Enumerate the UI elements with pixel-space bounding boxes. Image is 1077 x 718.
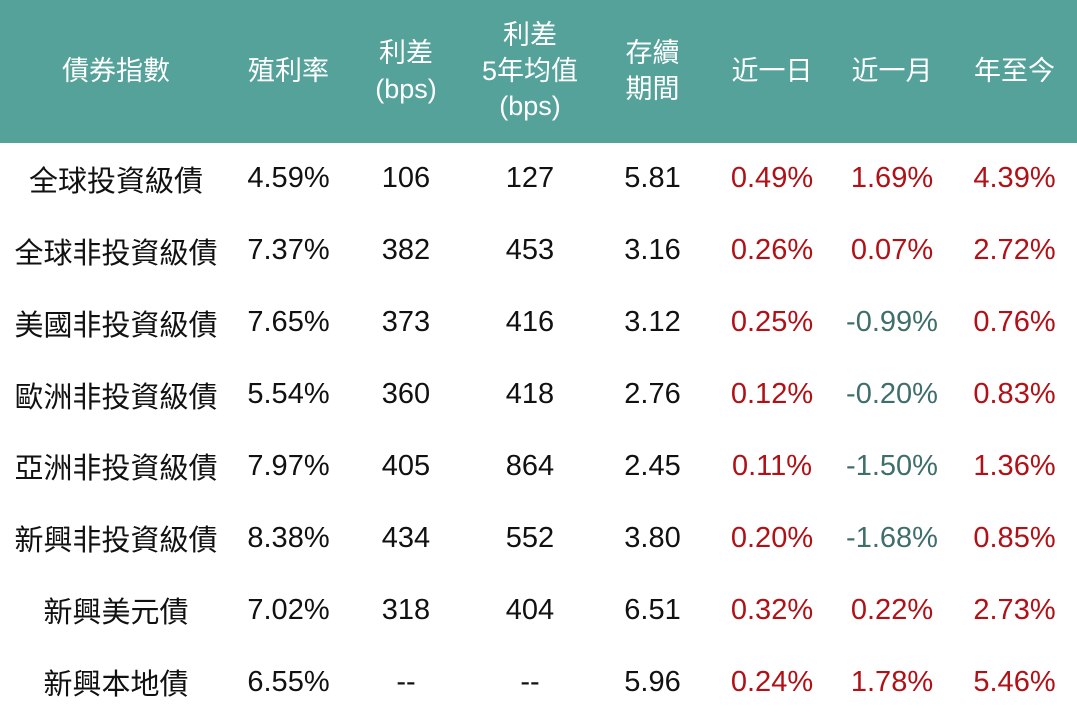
cell-spread: 318 <box>381 593 431 626</box>
cell-spread: 360 <box>381 378 431 411</box>
cell-index-name: 美國非投資級債 <box>14 309 218 342</box>
table-row: 亞洲非投資級債 7.97% 405 864 2.45 0.11% -1.50% … <box>0 431 1077 503</box>
cell-change-1m: 0.22% <box>850 593 934 626</box>
cell-spread-5y-avg: 864 <box>505 449 555 482</box>
cell-duration: 3.12 <box>624 306 681 339</box>
col-header-spread-5y-avg: 利差 5年均值 (bps) <box>467 0 593 143</box>
cell-change-1d: 0.20% <box>730 521 814 554</box>
cell-change-1m: 1.78% <box>850 665 934 698</box>
cell-change-1m: -0.20% <box>846 378 938 411</box>
cell-yield: 5.54% <box>247 378 330 411</box>
col-header-1-day: 近一日 <box>712 0 832 143</box>
cell-yield: 7.65% <box>247 306 330 339</box>
cell-change-ytd: 0.85% <box>973 521 1056 554</box>
col-header-duration: 存續 期間 <box>593 0 712 143</box>
cell-spread: 373 <box>381 306 431 339</box>
cell-change-ytd: 0.83% <box>973 378 1056 411</box>
cell-change-1d: 0.24% <box>730 665 814 698</box>
cell-spread: -- <box>396 665 416 698</box>
cell-spread: 106 <box>381 162 431 195</box>
table-body: 全球投資級債 4.59% 106 127 5.81 0.49% 1.69% 4.… <box>0 143 1077 718</box>
cell-index-name: 全球非投資級債 <box>14 237 218 270</box>
cell-spread-5y-avg: 416 <box>505 306 555 339</box>
cell-spread: 434 <box>381 521 431 554</box>
cell-change-1m: 0.07% <box>850 234 934 267</box>
table-row: 全球非投資級債 7.37% 382 453 3.16 0.26% 0.07% 2… <box>0 215 1077 287</box>
cell-yield: 7.97% <box>247 449 330 482</box>
cell-spread-5y-avg: 453 <box>505 234 555 267</box>
cell-change-ytd: 4.39% <box>973 162 1056 195</box>
cell-change-ytd: 5.46% <box>973 665 1056 698</box>
cell-change-1d: 0.11% <box>731 449 813 482</box>
col-header-ytd: 年至今 <box>952 0 1077 143</box>
header-row: 債券指數 殖利率 利差 (bps) 利差 5年均值 (bps) 存續 期間 近一… <box>0 0 1077 143</box>
cell-index-name: 亞洲非投資級債 <box>14 453 218 486</box>
cell-yield: 6.55% <box>247 665 330 698</box>
cell-change-ytd: 0.76% <box>973 306 1056 339</box>
cell-duration: 5.81 <box>624 162 681 195</box>
cell-duration: 2.45 <box>624 449 681 482</box>
cell-yield: 4.59% <box>247 162 330 195</box>
table-row: 新興本地債 6.55% -- -- 5.96 0.24% 1.78% 5.46% <box>0 646 1077 718</box>
cell-index-name: 新興非投資級債 <box>14 525 218 558</box>
cell-index-name: 歐洲非投資級債 <box>14 381 218 414</box>
cell-change-1m: -0.99% <box>846 306 938 339</box>
cell-index-name: 新興本地債 <box>43 669 189 702</box>
cell-spread-5y-avg: 552 <box>505 521 555 554</box>
cell-change-1d: 0.26% <box>730 234 814 267</box>
cell-change-1d: 0.32% <box>730 593 814 626</box>
cell-change-ytd: 2.73% <box>973 593 1056 626</box>
cell-change-1d: 0.12% <box>730 378 814 411</box>
cell-change-1m: 1.69% <box>850 162 934 195</box>
table-row: 新興美元債 7.02% 318 404 6.51 0.32% 0.22% 2.7… <box>0 574 1077 646</box>
cell-change-1d: 0.49% <box>730 162 814 195</box>
cell-spread: 382 <box>381 234 431 267</box>
table-row: 美國非投資級債 7.65% 373 416 3.12 0.25% -0.99% … <box>0 287 1077 359</box>
table-row: 全球投資級債 4.59% 106 127 5.81 0.49% 1.69% 4.… <box>0 143 1077 215</box>
col-header-1-month: 近一月 <box>832 0 952 143</box>
cell-spread-5y-avg: 418 <box>505 378 555 411</box>
table-row: 歐洲非投資級債 5.54% 360 418 2.76 0.12% -0.20% … <box>0 359 1077 431</box>
cell-duration: 3.80 <box>624 521 681 554</box>
cell-duration: 2.76 <box>624 378 681 411</box>
cell-change-ytd: 2.72% <box>973 234 1056 267</box>
cell-spread-5y-avg: -- <box>520 665 540 698</box>
cell-spread-5y-avg: 404 <box>505 593 555 626</box>
cell-spread: 405 <box>381 449 431 482</box>
cell-yield: 7.37% <box>247 234 330 267</box>
col-header-bond-index: 債券指數 <box>0 0 232 143</box>
cell-index-name: 全球投資級債 <box>28 165 203 198</box>
col-header-spread-bps: 利差 (bps) <box>345 0 467 143</box>
cell-change-1m: -1.68% <box>846 521 938 554</box>
cell-spread-5y-avg: 127 <box>505 162 555 195</box>
cell-change-1m: -1.50% <box>846 449 938 482</box>
table-header: 債券指數 殖利率 利差 (bps) 利差 5年均值 (bps) 存續 期間 近一… <box>0 0 1077 143</box>
cell-yield: 7.02% <box>247 593 330 626</box>
col-header-yield: 殖利率 <box>232 0 345 143</box>
cell-change-1d: 0.25% <box>730 306 814 339</box>
cell-duration: 6.51 <box>624 593 681 626</box>
cell-duration: 3.16 <box>624 234 681 267</box>
table-row: 新興非投資級債 8.38% 434 552 3.80 0.20% -1.68% … <box>0 502 1077 574</box>
cell-change-ytd: 1.36% <box>973 449 1056 482</box>
cell-yield: 8.38% <box>247 521 330 554</box>
cell-duration: 5.96 <box>624 665 681 698</box>
cell-index-name: 新興美元債 <box>43 597 189 630</box>
